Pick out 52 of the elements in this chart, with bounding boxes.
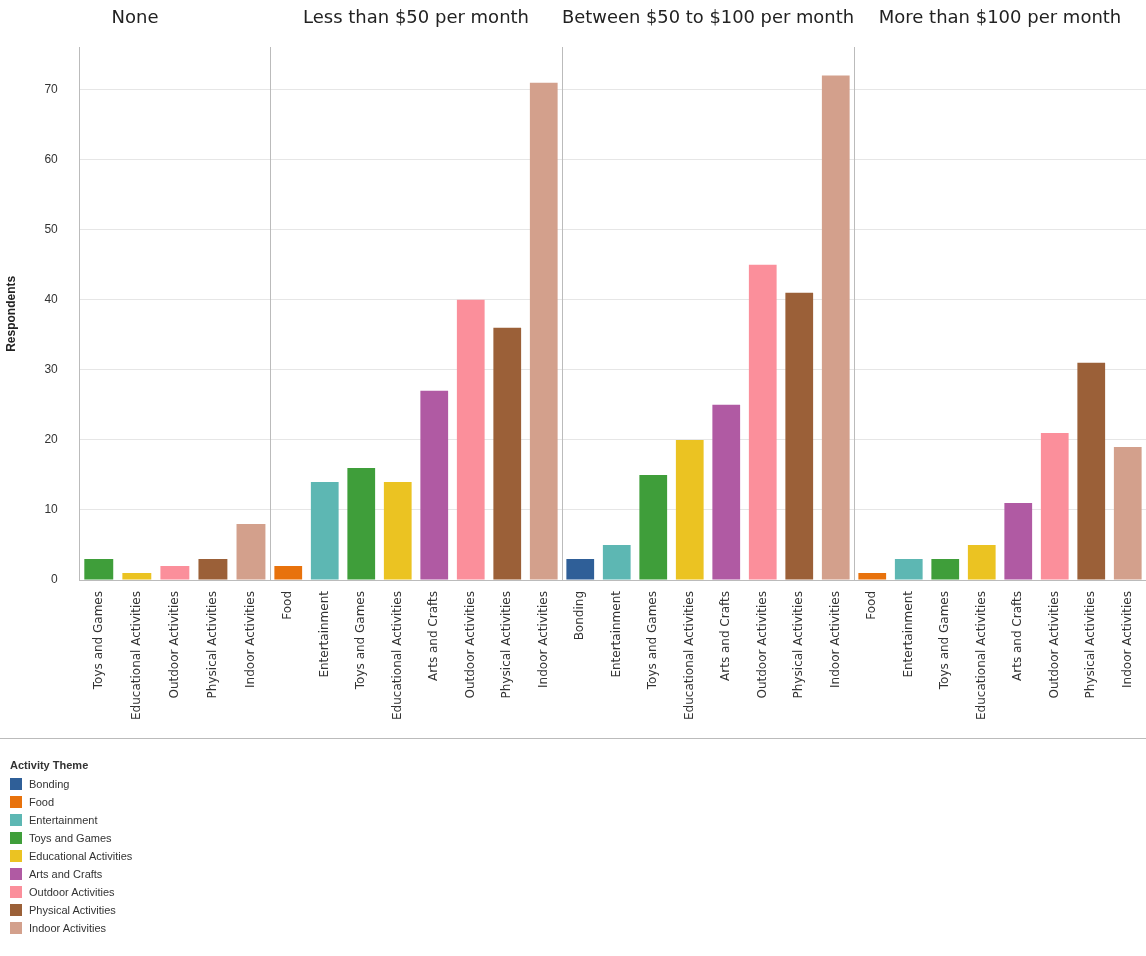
x-tick-label: Toys and Games <box>90 591 105 691</box>
legend-label: Educational Activities <box>29 850 133 862</box>
x-tick-label: Indoor Activities <box>243 591 258 688</box>
y-tick-label: 0 <box>51 572 59 587</box>
x-tick-label: Outdoor Activities <box>167 591 181 699</box>
legend-label: Toys and Games <box>29 832 112 844</box>
legend-label: Outdoor Activities <box>29 886 115 898</box>
y-tick-label: 20 <box>44 432 59 447</box>
x-tick-label: Educational Activities <box>973 591 988 720</box>
x-tick-label: Physical Activities <box>205 591 220 699</box>
y-tick-label: 60 <box>44 152 59 166</box>
x-tick-label: Food <box>280 591 295 620</box>
legend-label: Bonding <box>29 778 70 790</box>
x-tick-label: Outdoor Activities <box>1046 591 1061 699</box>
chart-title: Less than $50 per month <box>302 6 530 28</box>
x-tick-label: Entertainment <box>900 590 915 678</box>
x-tick-label: Outdoor Activities <box>754 591 769 699</box>
x-tick-label: Indoor Activities <box>827 591 842 688</box>
x-tick-label: Educational Activities <box>681 591 696 720</box>
legend-label: Physical Activities <box>29 904 116 916</box>
y-tick-label: 70 <box>44 81 59 96</box>
legend-label: Arts and Crafts <box>29 868 103 880</box>
y-tick-label: 40 <box>44 292 59 307</box>
x-tick-label: Entertainment <box>316 590 331 678</box>
y-tick-label: 50 <box>44 222 59 237</box>
y-axis-title: Respondents <box>3 275 18 352</box>
x-tick-label: Arts and Crafts <box>718 591 733 681</box>
x-tick-label: Physical Activities <box>1083 591 1098 699</box>
x-tick-label: Outdoor Activities <box>462 591 477 699</box>
x-tick-label: Educational Activities <box>389 591 404 720</box>
legend-label: Food <box>29 796 55 808</box>
chart-title: Between $50 to $100 per month <box>562 6 854 28</box>
x-tick-label: Physical Activities <box>499 591 514 699</box>
y-tick-label: 10 <box>44 502 59 517</box>
x-tick-label: Indoor Activities <box>535 591 550 688</box>
chart-title: None <box>111 6 159 28</box>
x-tick-label: Toys and Games <box>937 591 952 691</box>
y-tick-label: 30 <box>44 362 59 377</box>
x-tick-label: Toys and Games <box>645 591 660 691</box>
x-tick-label: Indoor Activities <box>1119 591 1134 688</box>
chart-title: More than $100 per month <box>878 6 1122 28</box>
legend-label: Entertainment <box>29 814 98 826</box>
x-tick-label: Toys and Games <box>353 591 368 691</box>
x-tick-label: Food <box>864 591 879 620</box>
x-tick-label: Physical Activities <box>791 591 806 699</box>
x-tick-label: Entertainment <box>608 590 623 678</box>
legend-title: Activity Theme <box>10 759 90 771</box>
x-tick-label: Arts and Crafts <box>426 591 441 681</box>
x-tick-label: Bonding <box>572 591 587 641</box>
legend-label: Indoor Activities <box>29 922 107 934</box>
x-tick-label: Educational Activities <box>128 591 143 720</box>
x-tick-label: Arts and Crafts <box>1010 591 1025 681</box>
